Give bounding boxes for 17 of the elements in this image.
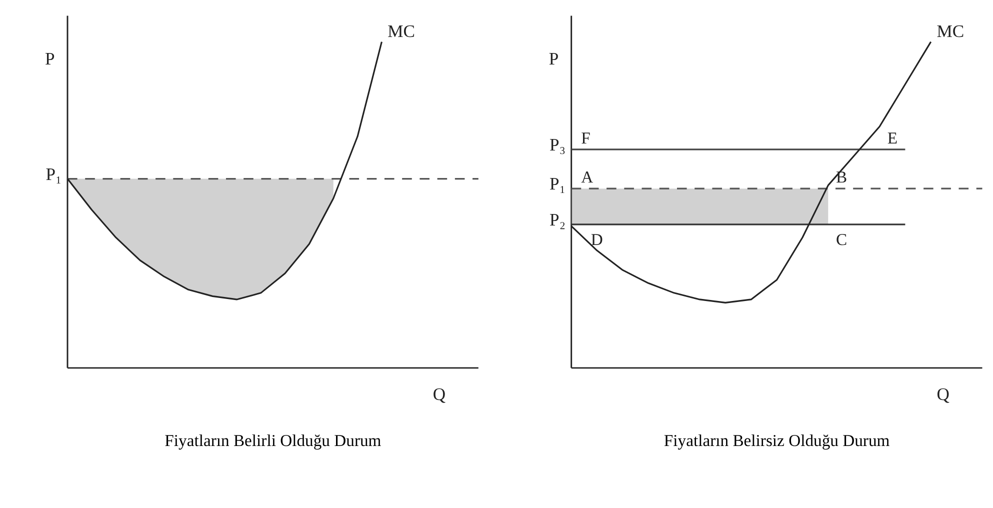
annotation: F [581, 128, 590, 148]
series-label: MC [936, 20, 964, 41]
series-label: P₁ [550, 174, 566, 194]
series-label: MC [388, 20, 415, 41]
x-axis-title: Q [432, 384, 446, 404]
series-label: P₂ [550, 209, 566, 230]
annotation: E [887, 128, 898, 148]
y-axis-title: P [44, 48, 55, 69]
text: Fiyatların Belirsiz Olduğu Durum [664, 431, 890, 450]
y-axis-title: P [548, 48, 559, 69]
annotation: C [836, 230, 848, 249]
x-axis-title: Q [936, 384, 950, 404]
annotation: D [590, 230, 603, 249]
series-label: P₁ [46, 164, 62, 184]
series-label: P₃ [550, 134, 566, 154]
text: Fiyatların Belirli Olduğu Durum [164, 431, 382, 450]
annotation: A [581, 168, 594, 187]
